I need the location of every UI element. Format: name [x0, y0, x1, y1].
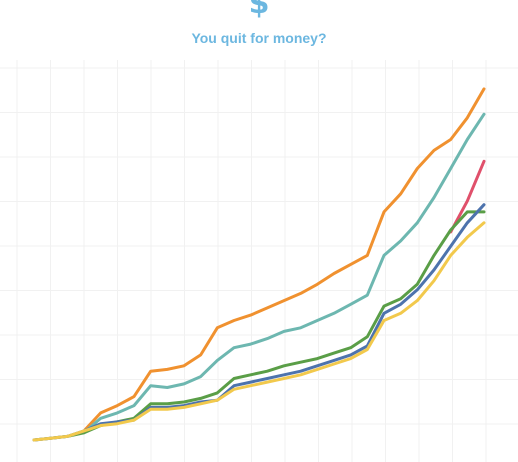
- series-line-3: [449, 159, 486, 234]
- grid-lines: [0, 60, 518, 462]
- dollar-sign-icon: $: [248, 0, 270, 21]
- series-lines: [32, 87, 486, 442]
- series-line-2: [82, 112, 486, 435]
- series-line-6: [32, 221, 486, 442]
- series-line-1: [82, 87, 486, 433]
- chart-title: You quit for money?: [191, 30, 327, 46]
- series-line-5: [32, 203, 486, 442]
